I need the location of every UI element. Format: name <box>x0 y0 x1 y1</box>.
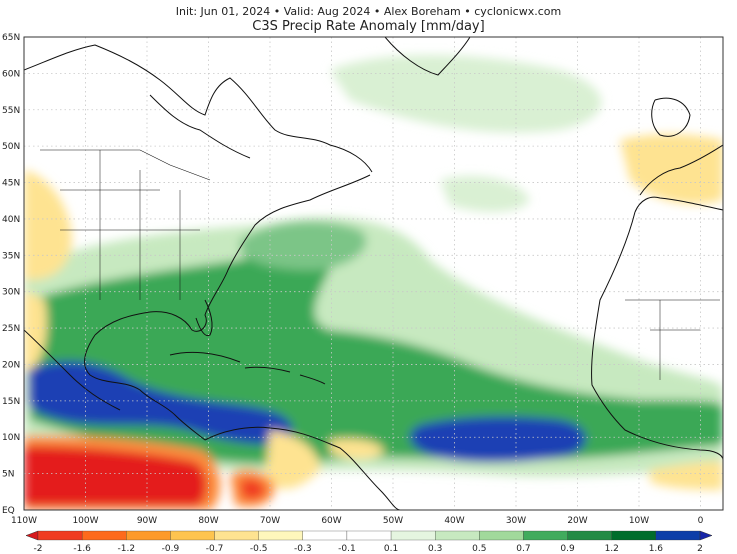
colorbar-segment <box>302 530 348 541</box>
colorbar-tick-label: 1.6 <box>649 544 664 554</box>
lat-label: 45N <box>2 179 20 189</box>
colorbar-tick-label: 2 <box>697 544 703 554</box>
colorbar-tick-label: 0.7 <box>516 544 530 554</box>
colorbar-segment <box>346 530 392 541</box>
colorbar-tick-label: -1.6 <box>73 544 91 554</box>
colorbar-segment <box>81 530 127 541</box>
lon-label: 10W <box>629 516 649 526</box>
colorbar-segment <box>435 530 480 541</box>
lon-label: 50W <box>383 516 403 526</box>
colorbar-segment <box>390 530 436 541</box>
lon-label: 80W <box>198 516 218 526</box>
colorbar-tick-label: -1.2 <box>117 544 135 554</box>
colorbar-tick-label: 0.9 <box>560 544 575 554</box>
colorbar-tick-label: -0.5 <box>250 544 268 554</box>
colorbar-tick-label: 0.1 <box>384 544 398 554</box>
colorbar-tick-label: -0.3 <box>294 544 312 554</box>
lon-label: 40W <box>444 516 464 526</box>
colorbar-labels: -2 -1.6 -1.2 -0.9 -0.7 -0.5 -0.3 -0.1 0.1 0.3 0.5 0… <box>34 544 703 554</box>
lon-label: 60W <box>321 516 341 526</box>
colorbar-tick-label: -0.7 <box>206 544 224 554</box>
lat-label: 50N <box>2 142 20 152</box>
colorbar-segment <box>567 530 612 541</box>
lat-label: 60N <box>2 69 20 79</box>
colorbar-segment <box>37 530 83 541</box>
lat-label: 55N <box>2 106 20 116</box>
lat-label: 35N <box>2 251 20 261</box>
map-panel <box>24 37 723 510</box>
lat-label: 25N <box>2 324 20 334</box>
lon-label: 100W <box>72 516 98 526</box>
lat-label: 65N <box>2 33 20 43</box>
lon-label: 70W <box>260 516 280 526</box>
colorbar-tick-label: -2 <box>34 544 43 554</box>
map-title: C3S Precip Rate Anomaly [mm/day] <box>252 19 485 34</box>
latitude-labels: 65N 60N 55N 50N 45N 40N 35N 30N 25N 20N 15N 10N 5N EQ <box>2 33 20 516</box>
colorbar-segment <box>611 530 657 541</box>
coastlines <box>24 37 723 510</box>
lat-label: 10N <box>2 433 20 443</box>
map-frame <box>23 36 724 511</box>
colorbar-arrow-left <box>25 530 39 541</box>
lon-label: 90W <box>137 516 157 526</box>
colorbar-segment <box>655 530 701 541</box>
colorbar-tick-label: 0.3 <box>428 544 442 554</box>
lat-label: 20N <box>2 360 20 370</box>
lat-label: 30N <box>2 288 20 298</box>
map-subtitle: Init: Jun 01, 2024 • Valid: Aug 2024 • A… <box>175 5 562 18</box>
lon-label: 20W <box>567 516 587 526</box>
lon-label: 110W <box>11 516 37 526</box>
colorbar-segment <box>214 530 259 541</box>
colorbar-segment <box>126 530 171 541</box>
lat-label: EQ <box>2 506 15 516</box>
lat-label: 40N <box>2 215 20 225</box>
anomaly-field <box>24 55 723 510</box>
colorbar-tick-label: -0.1 <box>338 544 356 554</box>
colorbar-tick-label: 0.5 <box>472 544 486 554</box>
lat-label: 15N <box>2 397 20 407</box>
colorbar-segment <box>523 530 568 541</box>
colorbar-segment <box>170 530 215 541</box>
colorbar-arrow-right <box>699 530 713 541</box>
colorbar-segment <box>479 530 524 541</box>
lat-label: 5N <box>2 470 14 480</box>
lon-label: 0 <box>698 516 704 526</box>
colorbar-tick-label: -0.9 <box>162 544 180 554</box>
colorbar <box>25 530 713 541</box>
colorbar-segment <box>258 530 303 541</box>
lon-label: 30W <box>506 516 526 526</box>
colorbar-tick-label: 1.2 <box>605 544 619 554</box>
longitude-labels: 110W 100W 90W 80W 70W 60W 50W 40W 30W 20W 10W 0 <box>11 516 704 526</box>
